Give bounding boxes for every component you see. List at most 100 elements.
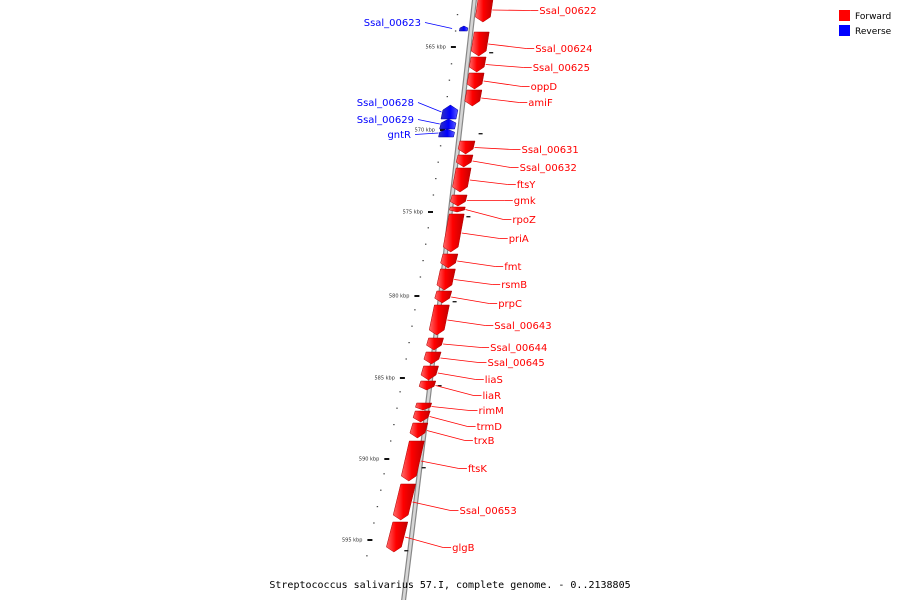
tick-label: 595 kbp: [342, 538, 362, 544]
gene-gntr[interactable]: gntR: [387, 128, 455, 141]
minor-tick: [405, 358, 407, 360]
gene-trxb[interactable]: trxB: [409, 422, 495, 447]
gene-trmd[interactable]: trmD: [412, 410, 502, 433]
gene-label-leader: [443, 343, 482, 348]
gene-ssal-00645[interactable]: Ssal_00645: [423, 351, 545, 369]
tick-label: 580 kbp: [389, 294, 409, 300]
gene-ssal-00653[interactable]: Ssal_00653: [392, 483, 517, 521]
gene-label-leader: [447, 319, 486, 326]
ticks-layer: 565 kbp 570 kbp 575 kbp 580 kbp 585 kbp 590 k…: [342, 14, 494, 557]
gene-ssal-00631[interactable]: Ssal_00631: [457, 140, 579, 156]
gene-rpoz[interactable]: rpoZ: [449, 206, 536, 226]
tick-mark: [367, 539, 373, 541]
minor-tick: [422, 260, 424, 262]
scale-tick: 570 kbp: [415, 128, 445, 134]
gene-label-leader: [420, 460, 459, 469]
gene-label: amiF: [528, 98, 553, 109]
gene-arrow[interactable]: [438, 128, 455, 138]
gene-arrow[interactable]: [464, 89, 483, 107]
gene-arrow[interactable]: [442, 213, 465, 253]
minor-tick: [380, 489, 382, 491]
gene-label-leader: [451, 296, 490, 304]
gene-label: fmt: [504, 262, 521, 273]
gene-arrow[interactable]: [434, 290, 453, 304]
gene-pria[interactable]: priA: [442, 213, 529, 253]
gene-arrow[interactable]: [440, 104, 459, 120]
gene-arrow[interactable]: [455, 154, 474, 168]
gene-amif[interactable]: amiF: [464, 89, 553, 109]
gene-arrow[interactable]: [392, 483, 417, 521]
gene-arrow[interactable]: [428, 304, 450, 336]
minor-tick: [390, 440, 392, 442]
gene-arrow[interactable]: [440, 253, 459, 269]
gene-label-leader: [474, 147, 513, 150]
gene-liar[interactable]: liaR: [418, 380, 501, 402]
minor-tick: [425, 243, 427, 245]
gene-ssal-00632[interactable]: Ssal_00632: [455, 154, 577, 174]
gene-arrow[interactable]: [457, 140, 476, 155]
gene-rsmb[interactable]: rsmB: [436, 268, 527, 291]
minor-tick: [446, 96, 448, 98]
gene-arrow[interactable]: [420, 365, 439, 381]
gene-arrow[interactable]: [412, 410, 431, 423]
gene-arrow[interactable]: [450, 194, 468, 207]
gene-prpc[interactable]: prpC: [434, 290, 522, 310]
legend-item-reverse[interactable]: Reverse: [839, 25, 892, 37]
gene-arrow[interactable]: [452, 167, 472, 193]
gene-ssal-00624[interactable]: Ssal_00624: [470, 31, 592, 57]
gene-ftsk[interactable]: ftsK: [401, 440, 487, 482]
gene-label-leader: [412, 501, 451, 511]
gene-gmk[interactable]: gmk: [450, 194, 536, 207]
gene-ssal-00623[interactable]: Ssal_00623: [364, 18, 469, 32]
gene-arrow[interactable]: [415, 402, 433, 411]
gene-ssal-00622[interactable]: Ssal_00622: [475, 0, 597, 23]
gene-ssal-00643[interactable]: Ssal_00643: [428, 304, 552, 336]
minor-tick: [478, 133, 483, 135]
tick-mark: [428, 211, 433, 213]
gene-ssal-00629[interactable]: Ssal_00629: [357, 115, 457, 130]
gene-label-leader: [469, 179, 508, 185]
gene-label: Ssal_00631: [522, 145, 579, 156]
gene-lias[interactable]: liaS: [420, 365, 503, 386]
gene-arrow[interactable]: [426, 337, 444, 351]
gene-arrow[interactable]: [423, 351, 442, 365]
gene-label-leader: [461, 232, 500, 239]
gene-label: Ssal_00623: [364, 18, 421, 29]
tick-label: 565 kbp: [426, 45, 446, 51]
gene-label-leader: [472, 160, 511, 168]
gene-ssal-00644[interactable]: Ssal_00644: [426, 337, 548, 354]
gene-label-leader: [431, 406, 470, 411]
minor-tick: [450, 63, 453, 65]
gene-arrow[interactable]: [401, 440, 425, 482]
legend-item-forward[interactable]: Forward: [839, 10, 891, 22]
legend-label-reverse: Reverse: [855, 27, 892, 37]
scale-tick: 585 kbp: [375, 376, 405, 382]
gene-arrow[interactable]: [458, 25, 469, 32]
gene-arrow[interactable]: [475, 0, 494, 23]
gene-ssal-00625[interactable]: Ssal_00625: [468, 56, 590, 74]
gene-arrow[interactable]: [436, 268, 456, 291]
gene-arrow[interactable]: [468, 56, 487, 73]
gene-label-leader: [417, 119, 440, 125]
minor-tick: [408, 342, 410, 344]
gene-ftsy[interactable]: ftsY: [452, 167, 537, 193]
gene-label-leader: [457, 260, 496, 267]
gene-arrow[interactable]: [449, 206, 466, 213]
gene-fmt[interactable]: fmt: [440, 253, 522, 273]
gene-label: Ssal_00622: [539, 6, 596, 17]
gene-glgb[interactable]: glgB: [386, 521, 475, 554]
gene-arrow[interactable]: [439, 118, 457, 130]
gene-arrow[interactable]: [466, 72, 485, 90]
scale-tick: 565 kbp: [426, 45, 456, 51]
gene-label: Ssal_00645: [488, 358, 545, 369]
minor-tick: [383, 473, 385, 475]
gene-oppd[interactable]: oppD: [466, 72, 557, 93]
gene-arrow[interactable]: [418, 380, 437, 391]
gene-arrow[interactable]: [386, 521, 409, 553]
tick-label: 585 kbp: [375, 376, 395, 382]
gene-label: ftsK: [468, 464, 487, 475]
gene-arrow[interactable]: [409, 422, 429, 439]
gene-arrow[interactable]: [470, 31, 490, 57]
gene-label-leader: [417, 102, 442, 113]
gene-rimm[interactable]: rimM: [415, 402, 504, 417]
